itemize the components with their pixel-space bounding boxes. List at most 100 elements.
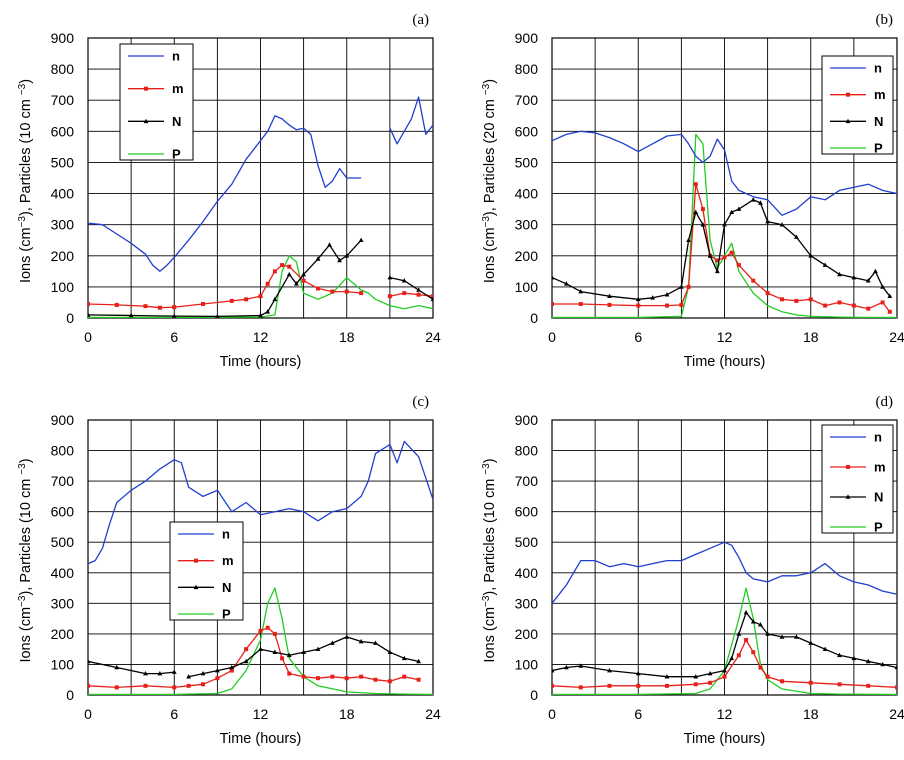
data-point-m	[636, 304, 640, 308]
legend-label-P: P	[874, 520, 883, 535]
legend-label-N: N	[172, 114, 181, 129]
data-point-m	[780, 679, 784, 683]
data-point-m	[809, 681, 813, 685]
x-axis-label: Time (hours)	[684, 354, 766, 370]
data-point-m	[201, 302, 205, 306]
data-point-m	[823, 304, 827, 308]
data-point-m	[273, 632, 277, 636]
data-point-m	[780, 297, 784, 301]
x-tick-label: 6	[634, 329, 642, 345]
data-point-m	[809, 297, 813, 301]
data-point-m	[766, 675, 770, 679]
series-line-m	[88, 265, 361, 308]
data-point-m	[665, 684, 669, 688]
data-point-N	[765, 219, 770, 223]
x-tick-label: 6	[170, 329, 178, 345]
x-tick-label: 6	[170, 706, 178, 722]
y-tick-label: 0	[66, 687, 74, 703]
series-line-m	[88, 628, 419, 688]
data-point-m	[665, 304, 669, 308]
data-point-m	[701, 207, 705, 211]
data-point-m	[273, 269, 277, 273]
legend-label-n: n	[874, 61, 882, 76]
data-point-m	[86, 684, 90, 688]
series-N	[550, 197, 893, 301]
x-axis-label: Time (hours)	[220, 354, 302, 370]
y-tick-label: 100	[51, 656, 75, 672]
y-tick-label: 300	[51, 595, 75, 611]
y-tick-label: 400	[515, 186, 539, 202]
data-point-N	[344, 634, 349, 638]
y-tick-label: 600	[515, 504, 539, 520]
data-point-m	[280, 263, 284, 267]
data-point-m	[579, 302, 583, 306]
y-tick-label: 0	[530, 687, 538, 703]
data-point-m	[751, 279, 755, 283]
x-axis-label: Time (hours)	[220, 731, 302, 747]
data-point-m	[723, 675, 727, 679]
data-point-m	[172, 685, 176, 689]
data-point-m	[730, 251, 734, 255]
data-point-m	[201, 682, 205, 686]
data-point-m	[230, 299, 234, 303]
y-tick-label: 200	[51, 626, 75, 642]
y-tick-label: 900	[515, 412, 539, 428]
data-point-m	[144, 304, 148, 308]
y-tick-label: 700	[515, 92, 539, 108]
data-point-m	[417, 678, 421, 682]
series-line-N	[552, 200, 890, 299]
data-point-m	[794, 299, 798, 303]
data-point-m	[144, 684, 148, 688]
y-tick-label: 300	[515, 217, 539, 233]
y-tick-label: 100	[515, 279, 539, 295]
data-point-m	[636, 684, 640, 688]
legend-label-m: m	[874, 87, 886, 102]
data-point-N	[327, 242, 332, 246]
data-point-m	[708, 681, 712, 685]
legend-marker-m	[144, 87, 148, 91]
data-point-m	[172, 305, 176, 309]
data-point-m	[374, 678, 378, 682]
y-tick-label: 800	[515, 61, 539, 77]
y-tick-label: 500	[515, 534, 539, 550]
y-tick-label: 400	[51, 565, 75, 581]
y-tick-label: 600	[51, 123, 75, 139]
data-point-N	[86, 659, 91, 663]
legend-label-n: n	[874, 430, 882, 445]
x-tick-label: 18	[803, 706, 819, 722]
data-point-m	[694, 682, 698, 686]
x-tick-label: 12	[717, 329, 733, 345]
data-point-m	[723, 255, 727, 259]
legend-box	[822, 56, 893, 154]
data-point-m	[244, 647, 248, 651]
x-tick-label: 24	[889, 329, 904, 345]
y-tick-label: 700	[51, 473, 75, 489]
data-point-N	[550, 275, 555, 279]
data-point-m	[266, 282, 270, 286]
legend-label-N: N	[874, 114, 883, 129]
data-point-m	[866, 684, 870, 688]
y-tick-label: 100	[515, 656, 539, 672]
data-point-m	[115, 303, 119, 307]
x-tick-label: 12	[717, 706, 733, 722]
series-line-n	[390, 97, 433, 144]
data-point-m	[766, 291, 770, 295]
legend-label-m: m	[222, 553, 234, 568]
data-point-m	[388, 294, 392, 298]
data-point-m	[215, 676, 219, 680]
data-point-m	[330, 290, 334, 294]
panel-title: (a)	[412, 12, 429, 28]
y-tick-label: 200	[515, 248, 539, 264]
data-point-m	[550, 302, 554, 306]
y-tick-label: 500	[51, 534, 75, 550]
data-point-m	[608, 684, 612, 688]
data-point-m	[687, 285, 691, 289]
x-tick-label: 18	[803, 329, 819, 345]
data-point-m	[388, 679, 392, 683]
y-tick-label: 200	[515, 626, 539, 642]
legend-marker-m	[846, 93, 850, 97]
